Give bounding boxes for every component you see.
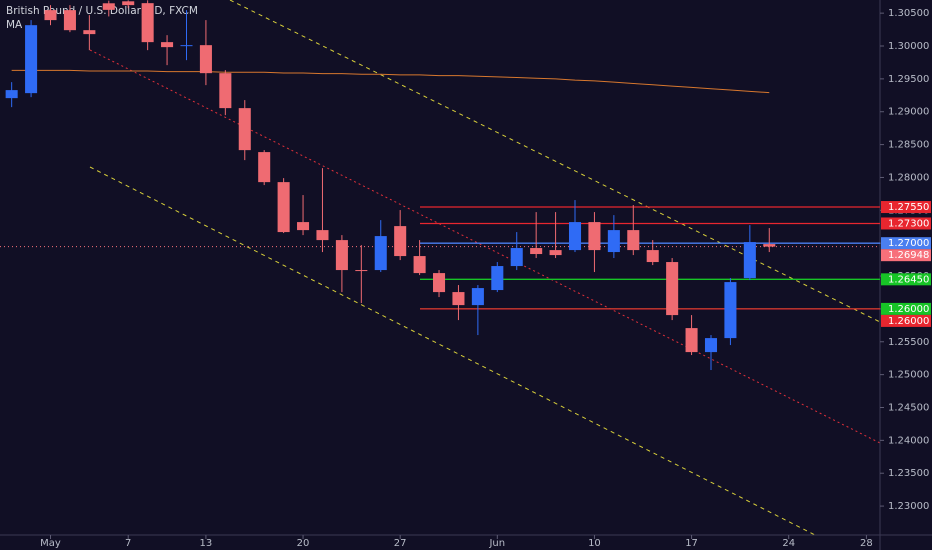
price-label: 1.26450 [888,274,929,285]
candle-body [413,256,426,274]
candle-body [549,250,562,256]
candle-body [666,262,679,316]
price-label-box [881,273,931,286]
price-label: 1.27000 [888,238,929,249]
x-tick-label: 24 [782,538,795,549]
price-label: 1.27550 [888,202,929,213]
x-tick-label: 7 [125,538,131,549]
candle-body [277,182,290,233]
price-label-box [881,314,931,327]
candle-body [724,282,737,339]
drawings [89,0,881,536]
y-tick-label: 1.25500 [888,337,929,348]
price-label: 1.26000 [888,316,929,327]
candle-body [510,248,523,267]
candle-body [685,328,698,353]
candle-body [374,236,387,271]
y-tick-label: 1.24500 [888,402,929,413]
candle-body [452,292,465,306]
candle-body [44,10,57,21]
y-tick-label: 1.24000 [888,435,929,446]
candle-body [161,42,174,48]
y-tick-label: 1.25000 [888,370,929,381]
candle-body [491,266,504,291]
candle-body [646,250,659,263]
x-tick-label: 27 [394,538,407,549]
price-label-box [881,302,931,315]
candle-body [394,226,407,257]
candle-body [238,108,251,151]
x-tick-label: 10 [588,538,601,549]
candle-body [335,240,348,271]
candle-body [743,242,756,279]
candle-body [433,273,446,293]
x-tick-label: Jun [488,538,505,549]
candle-body [258,152,271,183]
candle-body [102,3,115,10]
price-label-box [881,201,931,214]
price-label-box [881,237,931,250]
candle-body [316,230,329,241]
candle-body [63,10,76,31]
price-label-box [881,249,931,262]
y-tick-label: 1.30500 [888,8,929,19]
candle-body [199,45,212,74]
price-label: 1.27300 [888,218,929,229]
candle-body [219,73,232,109]
price-label-box [881,217,931,230]
candle-body [355,270,368,272]
candle-body [83,30,96,35]
candle-body [141,3,154,43]
y-tick-label: 1.29500 [888,74,929,85]
candle-body [297,222,310,231]
channel-upper [229,0,881,323]
candle-body [530,248,543,255]
candle-body [5,90,18,99]
candle-body [471,288,484,306]
candle-body [568,222,582,251]
x-tick-label: 17 [685,538,698,549]
y-tick-label: 1.28500 [888,140,929,151]
x-tick-label: May [40,538,61,549]
x-tick-label: 20 [297,538,310,549]
x-tick-label: 13 [200,538,213,549]
y-tick-label: 1.30000 [888,41,929,52]
price-label: 1.26948 [888,250,929,261]
y-tick-label: 1.23500 [888,468,929,479]
y-tick-label: 1.23000 [888,501,929,512]
candle-body [180,45,193,47]
candle-body [607,230,620,253]
candle-body [122,1,135,6]
x-tick-label: 28 [860,538,873,549]
candle-body [627,230,640,251]
y-tick-label: 1.29000 [888,107,929,118]
channel-mid [89,49,881,444]
price-label: 1.26000 [888,304,929,315]
candle-body [704,338,718,353]
candle-body [763,244,776,247]
legend-ma: MA [6,19,23,31]
chart-title: British Pound / U.S. Dollar, 1D, FXCM [6,5,198,17]
y-tick-label: 1.28000 [888,172,929,183]
ma-line [11,69,770,94]
candle-body [588,222,601,251]
candle-body [25,25,38,94]
